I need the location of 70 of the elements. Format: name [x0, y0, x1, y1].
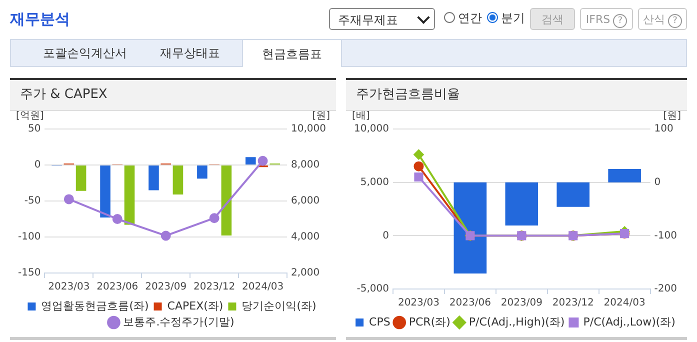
legend-label: 보통주.수정주가(기말)	[123, 315, 234, 328]
y-tick-label: -150	[18, 268, 41, 279]
bar	[148, 166, 159, 190]
y2-tick-label: -200	[654, 284, 678, 295]
bar	[76, 166, 86, 191]
point	[209, 213, 220, 224]
text: ?	[613, 14, 628, 28]
x-tick-label: 2023/03	[398, 298, 440, 309]
y2-tick-label: 0	[654, 176, 661, 188]
y2-tick-label: -100	[654, 230, 678, 242]
y2-tick-label: 100	[654, 124, 674, 135]
bar	[124, 166, 135, 225]
y-axis-title: [억원]	[16, 110, 44, 122]
y2-axis-title: [원]	[663, 110, 682, 122]
bar	[100, 166, 110, 218]
y-tick-label: -100	[18, 232, 41, 243]
text: IFRS	[586, 13, 610, 26]
point	[414, 161, 424, 172]
legend-label: CPS	[369, 315, 390, 328]
text: 주재무제표	[338, 13, 398, 27]
y-tick-label: -5,000	[356, 284, 389, 295]
legend-label: P/C(Adj.,High)(좌)	[468, 315, 565, 328]
bar	[221, 166, 232, 236]
x-tick-label: 2024/03	[242, 282, 284, 293]
x-tick-label: 2023/06	[449, 298, 491, 309]
y-tick-label: -50	[24, 196, 41, 207]
y2-tick-label: 6,000	[291, 196, 320, 207]
point	[414, 150, 424, 160]
text: 현금흐름표	[242, 39, 342, 67]
y2-axis-title: [원]	[312, 110, 330, 122]
legend-label: P/C(Adj.,Low)(좌)	[583, 315, 676, 328]
text: 포괄손익계산서	[42, 45, 128, 62]
bar	[246, 157, 256, 164]
chart-title: 주가현금흐름비율	[346, 80, 687, 111]
text: 분기	[501, 11, 525, 25]
bar	[172, 166, 184, 195]
y-tick-label: 50	[28, 124, 41, 135]
text: ?	[668, 14, 682, 28]
point	[414, 172, 424, 182]
y-tick-label: 0	[382, 230, 389, 242]
x-tick-label: 2023/09	[145, 282, 187, 293]
text: 재무상태표	[159, 45, 221, 62]
y2-tick-label: 4,000	[291, 232, 320, 243]
y2-tick-label: 2,000	[291, 268, 320, 279]
y-axis-title: [배]	[352, 110, 370, 122]
legend-label: 당기순이익(좌)	[242, 299, 316, 312]
x-tick-label: 2023/09	[500, 298, 542, 309]
legend-label: 영업활동현금흐름(좌)	[41, 299, 149, 312]
text: 산식	[643, 13, 665, 26]
y-tick-label: 0	[34, 160, 41, 171]
y-tick-label: 10,000	[354, 124, 389, 135]
text: 검색	[530, 8, 575, 30]
x-tick-label: 2023/12	[194, 282, 236, 293]
x-tick-label: 2023/06	[96, 282, 138, 293]
point	[112, 214, 122, 224]
legend-label: CAPEX(좌)	[167, 299, 224, 312]
x-tick-label: 2024/03	[604, 298, 646, 309]
bar	[197, 166, 208, 179]
text: 재무분석	[10, 10, 70, 29]
legend-label: PCR(좌)	[408, 315, 450, 328]
chart-title: 주가 & CAPEX	[10, 80, 336, 111]
x-tick-label: 2023/12	[552, 298, 594, 309]
point	[64, 194, 74, 204]
point	[160, 230, 171, 241]
point	[258, 156, 268, 166]
y2-tick-label: 8,000	[291, 160, 320, 171]
y2-tick-label: 10,000	[291, 124, 326, 135]
text: 연간	[458, 11, 482, 25]
y-tick-label: 5,000	[360, 176, 389, 188]
x-tick-label: 2023/03	[48, 282, 90, 293]
